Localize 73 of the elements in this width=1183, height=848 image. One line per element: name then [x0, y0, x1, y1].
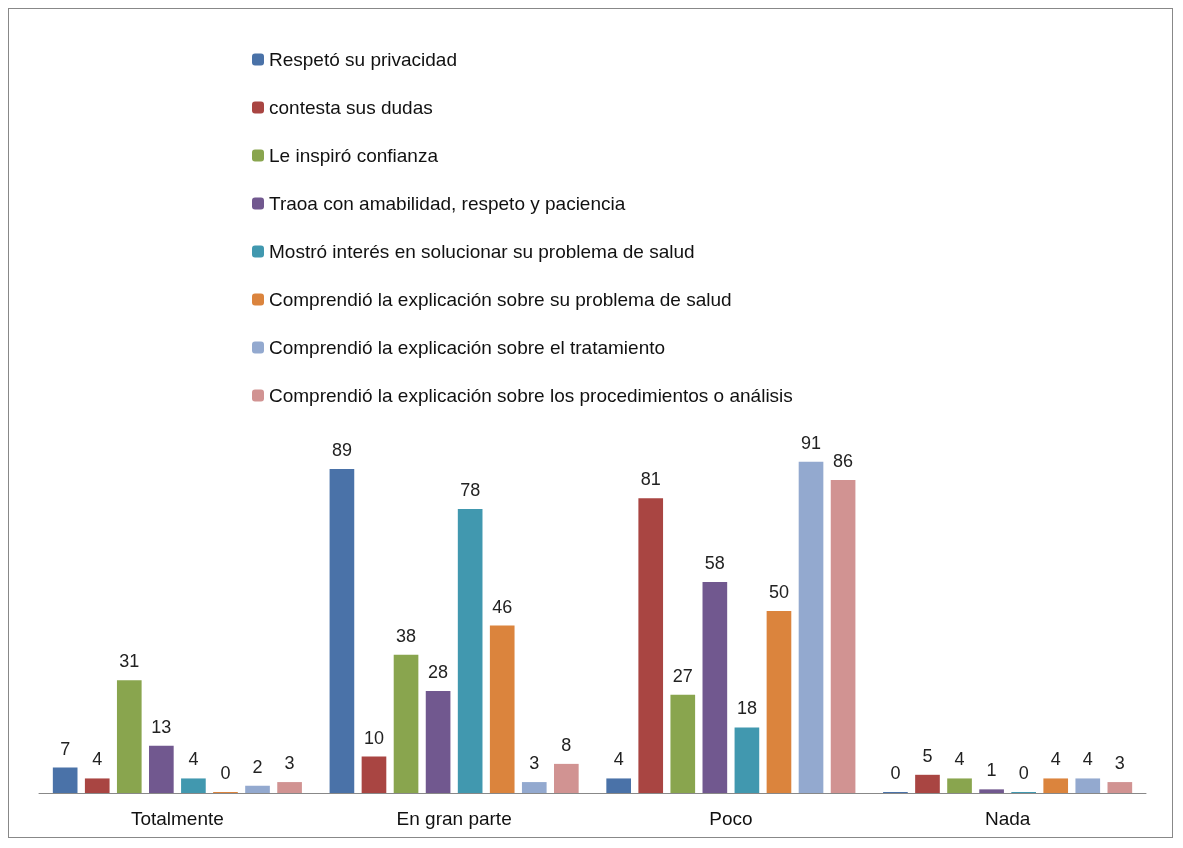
bar — [702, 581, 728, 793]
bar — [1075, 778, 1101, 793]
legend-label: contesta sus dudas — [269, 97, 433, 118]
data-label: 50 — [768, 582, 789, 602]
bar — [606, 778, 631, 793]
bar — [766, 611, 792, 793]
data-label: 4 — [1082, 749, 1093, 770]
data-label: 91 — [801, 432, 822, 453]
x-tick-label: Poco — [709, 808, 753, 829]
data-label: 0 — [1018, 763, 1029, 783]
bar — [457, 509, 483, 793]
bar — [947, 778, 972, 793]
data-label: 3 — [284, 753, 295, 774]
data-label: 4 — [954, 749, 965, 770]
bar — [393, 654, 419, 793]
data-label: 4 — [1050, 749, 1061, 770]
bar — [670, 694, 696, 793]
bar — [116, 680, 142, 793]
bar — [361, 756, 387, 793]
data-label: 31 — [119, 651, 140, 672]
data-label: 4 — [92, 749, 103, 770]
bar — [149, 745, 174, 793]
bar — [1107, 782, 1133, 793]
bar — [915, 774, 940, 793]
data-label: 81 — [640, 469, 661, 490]
bar — [52, 767, 78, 793]
data-label: 4 — [613, 749, 624, 770]
bar — [521, 782, 547, 793]
legend-label: Le inspiró confianza — [269, 145, 439, 166]
data-label: 10 — [363, 727, 384, 748]
x-tick-label: En gran parte — [396, 808, 512, 829]
bar — [734, 727, 760, 793]
data-label: 38 — [396, 625, 417, 646]
data-label: 0 — [220, 763, 231, 783]
data-label: 18 — [736, 698, 757, 719]
data-label: 3 — [529, 753, 540, 774]
bar — [554, 763, 579, 793]
bar — [329, 469, 355, 793]
x-tick-label: Totalmente — [130, 808, 224, 829]
bar — [425, 691, 451, 793]
legend-label: Comprendió la explicación sobre su problema de salud — [269, 289, 732, 310]
data-label: 78 — [460, 480, 481, 501]
data-label: 2 — [252, 756, 263, 777]
data-label: 13 — [151, 716, 172, 737]
data-label: 58 — [704, 552, 725, 573]
legend-label: Traoa con amabilidad, respeto y paciencia — [269, 193, 626, 214]
bar — [1043, 778, 1069, 793]
legend-label: Comprendió la explicación sobre los procedimientos o análisis — [269, 385, 793, 406]
legend-label: Respetó su privacidad — [269, 49, 457, 70]
bar — [277, 782, 302, 793]
bar — [181, 778, 206, 793]
data-label: 7 — [60, 738, 71, 759]
data-label: 3 — [1114, 753, 1125, 774]
legend-label: Comprendió la explicación sobre el tratamiento — [269, 337, 666, 358]
data-label: 27 — [672, 665, 693, 686]
data-label: 8 — [561, 734, 572, 755]
data-label: 4 — [188, 749, 199, 770]
data-label: 86 — [833, 450, 854, 471]
legend-label: Mostró interés en solucionar su problema de salud — [269, 241, 695, 262]
data-label: 28 — [428, 662, 449, 683]
bar — [245, 785, 270, 793]
data-label: 0 — [890, 763, 901, 783]
bar — [84, 778, 110, 793]
x-tick-label: Nada — [984, 808, 1031, 829]
data-label: 1 — [986, 760, 997, 781]
bar — [489, 625, 515, 793]
bar — [979, 789, 1004, 793]
bar — [830, 479, 856, 793]
data-label: 5 — [922, 745, 933, 766]
data-label: 89 — [331, 440, 352, 461]
bar — [798, 461, 824, 793]
data-label: 46 — [492, 596, 513, 617]
bar — [638, 498, 664, 793]
